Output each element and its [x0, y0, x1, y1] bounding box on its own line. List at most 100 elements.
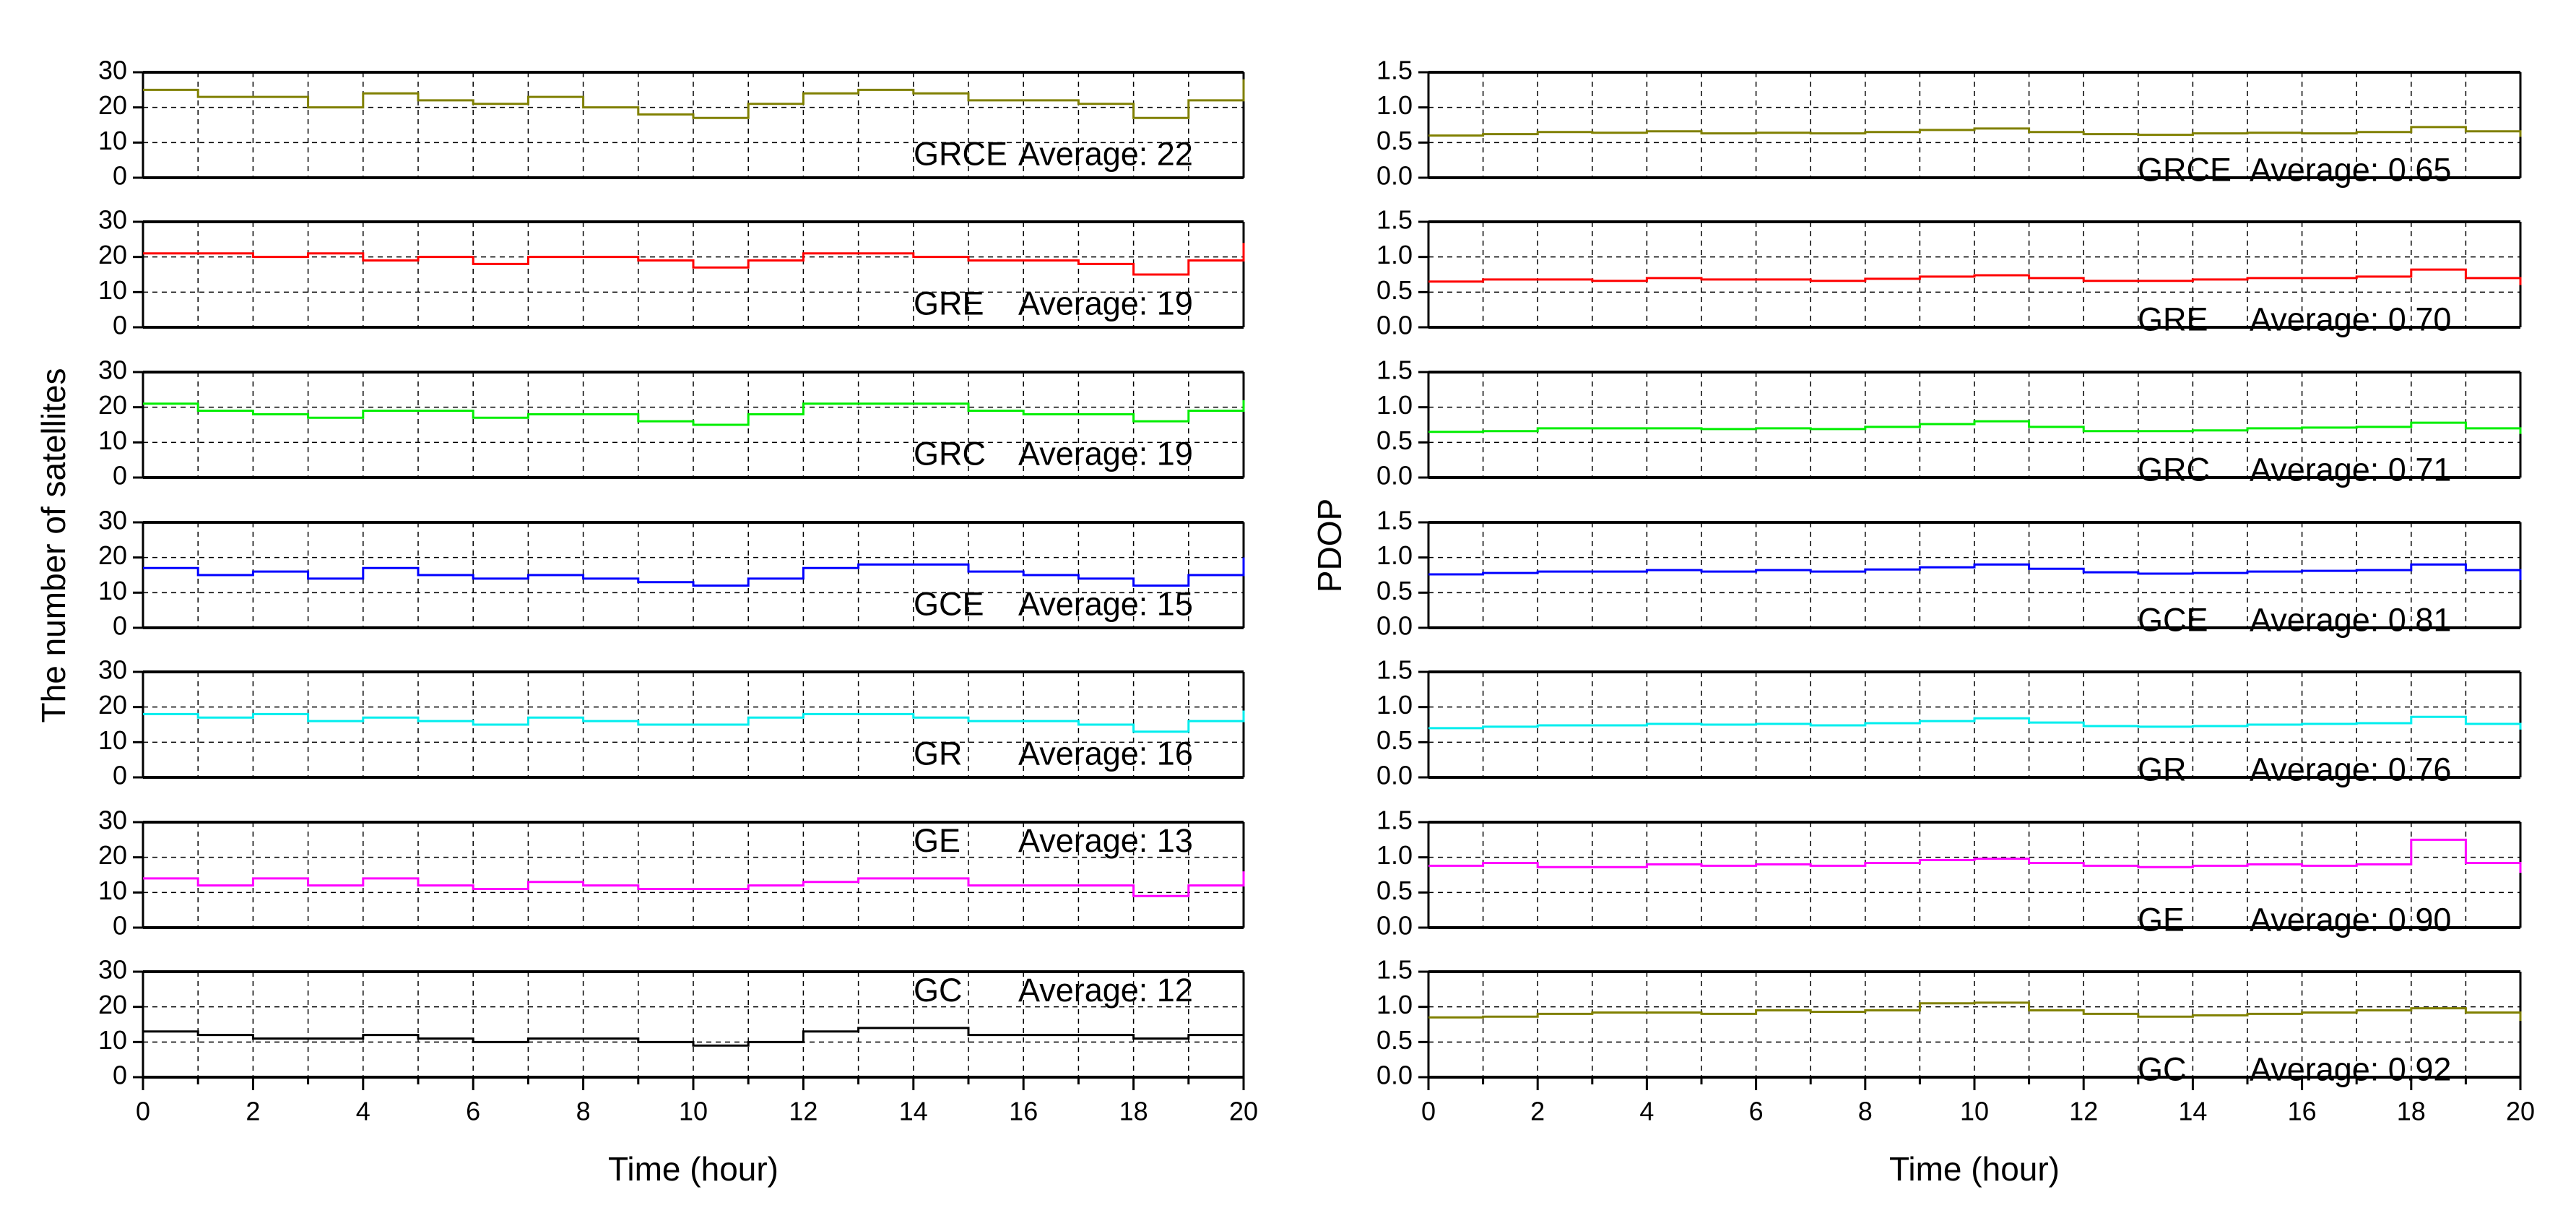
y-tick-label: 0.5: [1376, 275, 1413, 305]
y-tick-label: 0: [113, 611, 127, 641]
x-tick-label: 16: [2288, 1097, 2317, 1126]
y-tick-label: 1.5: [1376, 806, 1413, 835]
series-line-ge: [143, 871, 1245, 897]
system-label: GCE: [914, 586, 984, 623]
x-tick-label: 6: [1749, 1097, 1764, 1126]
system-label: GR: [914, 735, 963, 772]
average-label: Average: 0.92: [2250, 1051, 2451, 1088]
series-line-gc: [1428, 1001, 2522, 1022]
y-tick-label: 20: [98, 240, 127, 269]
x-tick-label: 12: [2069, 1097, 2098, 1126]
x-tick-label: 4: [356, 1097, 370, 1126]
y-tick-label: 30: [98, 56, 127, 85]
y-tick-label: 0.0: [1376, 161, 1413, 191]
x-tick-label: 18: [2397, 1097, 2426, 1126]
y-tick-label: 30: [98, 205, 127, 235]
y-tick-label: 1.0: [1376, 90, 1413, 120]
series-line-gr: [1428, 715, 2522, 730]
y-tick-label: 0.5: [1376, 576, 1413, 605]
y-tick-label: 30: [98, 806, 127, 835]
panel-grc: 0.0 0.5 1.0 1.5 GRC Average: 0.71: [1376, 355, 2522, 491]
average-label: Average: 16: [1018, 735, 1193, 772]
average-label: Average: 0.76: [2250, 751, 2451, 788]
panel-grce: 0 10 20 30 GRCE Average: 22: [98, 56, 1245, 191]
panel-gce: 0 10 20 30 GCE Average: 15: [98, 506, 1245, 641]
y-tick-label: 1.0: [1376, 990, 1413, 1019]
average-label: Average: 13: [1018, 822, 1193, 859]
y-tick-label: 10: [98, 1025, 127, 1055]
y-tick-label: 20: [98, 390, 127, 420]
y-tick-label: 0: [113, 1061, 127, 1090]
panel-gc: 0.0 0.5 1.0 1.5 GC Average: 0.92: [1376, 955, 2522, 1090]
y-tick-label: 0: [113, 461, 127, 491]
y-tick-label: 0.0: [1376, 911, 1413, 941]
y-tick-label: 0.5: [1376, 1025, 1413, 1055]
panel-gre: 0 10 20 30 GRE Average: 19: [98, 205, 1245, 340]
pdop-chart: 0.0 0.5 1.0 1.5 GRCE Average: 0.65 0.0 0.5 1.0 1.…: [1311, 56, 2535, 1188]
average-label: Average: 0.71: [2250, 452, 2451, 488]
x-axis: 0 2 4 6 8 10 12 14 16 18 20 Time (hour): [1421, 1077, 2535, 1188]
series-line-gce: [1428, 563, 2522, 580]
x-tick-label: 8: [1858, 1097, 1873, 1126]
system-label: GRCE: [914, 136, 1007, 173]
panel-ge: 0.0 0.5 1.0 1.5 GE Average: 0.90: [1376, 806, 2522, 941]
x-tick-label: 18: [1119, 1097, 1148, 1126]
y-tick-label: 0: [113, 311, 127, 340]
y-tick-label: 0: [113, 911, 127, 941]
y-tick-label: 20: [98, 540, 127, 570]
y-tick-label: 0.5: [1376, 426, 1413, 455]
y-tick-label: 0.0: [1376, 1061, 1413, 1090]
y-tick-label: 0.0: [1376, 761, 1413, 790]
system-label: GRE: [2138, 301, 2208, 338]
average-label: Average: 0.65: [2250, 152, 2451, 189]
x-axis-title: Time (hour): [1889, 1150, 2060, 1188]
x-tick-label: 20: [2506, 1097, 2535, 1126]
system-label: GE: [914, 822, 960, 859]
system-label: GCE: [2138, 602, 2208, 639]
series-line-grc: [143, 400, 1245, 426]
panel-gre: 0.0 0.5 1.0 1.5 GRE Average: 0.70: [1376, 205, 2522, 340]
y-tick-label: 1.0: [1376, 540, 1413, 570]
y-tick-label: 1.5: [1376, 56, 1413, 85]
series-line-grc: [1428, 420, 2522, 434]
y-tick-label: 1.5: [1376, 955, 1413, 985]
series-line-grce: [143, 79, 1245, 119]
average-label: Average: 22: [1018, 136, 1193, 173]
x-tick-label: 14: [899, 1097, 928, 1126]
panel-gce: 0.0 0.5 1.0 1.5 GCE Average: 0.81: [1376, 506, 2522, 641]
x-tick-label: 2: [1530, 1097, 1545, 1126]
y-tick-label: 10: [98, 576, 127, 605]
average-label: Average: 15: [1018, 586, 1193, 623]
system-label: GRC: [2138, 452, 2210, 488]
average-label: Average: 12: [1018, 972, 1193, 1009]
panel-grce: 0.0 0.5 1.0 1.5 GRCE Average: 0.65: [1376, 56, 2522, 191]
y-tick-label: 1.0: [1376, 690, 1413, 720]
y-tick-label: 1.5: [1376, 355, 1413, 385]
y-tick-label: 30: [98, 955, 127, 985]
panel-gc: 0 10 20 30 GC Average: 12: [98, 955, 1245, 1090]
average-label: Average: 19: [1018, 436, 1193, 472]
panel-gr: 0.0 0.5 1.0 1.5 GR Average: 0.76: [1376, 655, 2522, 790]
x-tick-label: 20: [1229, 1097, 1258, 1126]
series-line-gce: [143, 557, 1245, 587]
y-tick-label: 10: [98, 275, 127, 305]
y-tick-label: 20: [98, 840, 127, 870]
y-tick-label: 20: [98, 690, 127, 720]
y-tick-label: 30: [98, 355, 127, 385]
series-line-grce: [1428, 126, 2522, 137]
y-tick-label: 30: [98, 506, 127, 535]
y-tick-label: 30: [98, 655, 127, 685]
y-tick-label: 0.0: [1376, 311, 1413, 340]
x-tick-label: 10: [1960, 1097, 1989, 1126]
x-tick-label: 14: [2178, 1097, 2207, 1126]
y-tick-label: 10: [98, 876, 127, 905]
y-tick-label: 1.0: [1376, 390, 1413, 420]
y-tick-label: 1.5: [1376, 205, 1413, 235]
panel-ge: 0 10 20 30 GE Average: 13: [98, 806, 1245, 941]
x-axis-title: Time (hour): [608, 1150, 779, 1188]
x-tick-label: 8: [576, 1097, 591, 1126]
series-line-gre: [143, 243, 1245, 276]
system-label: GC: [2138, 1051, 2187, 1088]
